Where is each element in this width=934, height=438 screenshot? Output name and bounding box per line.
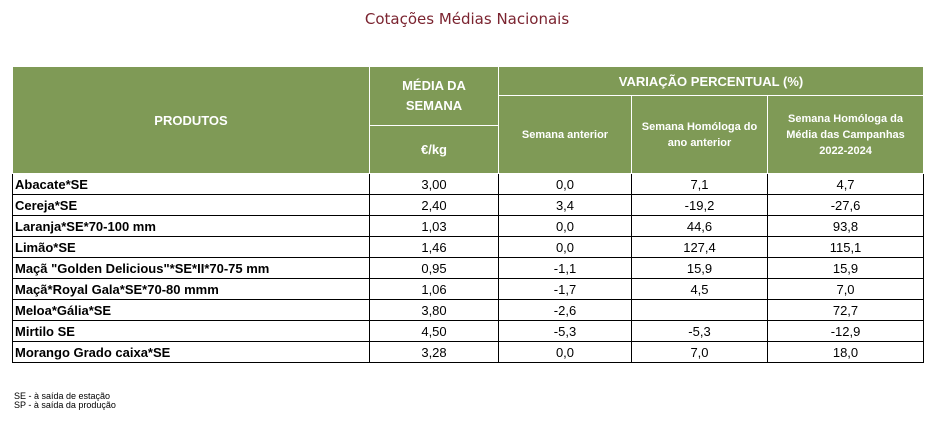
cell-produto: Cereja*SE xyxy=(12,194,370,216)
cell-homologa: -5,3 xyxy=(631,320,768,342)
cell-campanhas: 18,0 xyxy=(766,341,925,363)
table-row: Maçã*Royal Gala*SE*70-80 mmm 1,06 -1,7 4… xyxy=(12,278,925,300)
cell-produto: Maçã "Golden Delicious"*SE*II*70-75 mm xyxy=(12,257,370,279)
cell-campanhas: 72,7 xyxy=(766,299,925,321)
cell-homologa: 7,0 xyxy=(631,341,768,363)
cell-campanhas: -12,9 xyxy=(766,320,925,342)
footnote-sp: SP - à saída da produção xyxy=(14,400,116,410)
cell-produto: Limão*SE xyxy=(12,236,370,258)
cell-media: 3,28 xyxy=(369,341,499,363)
cell-media: 2,40 xyxy=(369,194,499,216)
cell-anterior: 3,4 xyxy=(498,194,632,216)
table-row: Maçã "Golden Delicious"*SE*II*70-75 mm 0… xyxy=(12,257,925,279)
header-unit: €/kg xyxy=(369,125,499,174)
table-row: Limão*SE 1,46 0,0 127,4 115,1 xyxy=(12,236,925,258)
cell-campanhas: 15,9 xyxy=(766,257,925,279)
cell-homologa: 44,6 xyxy=(631,215,768,237)
table-row: Meloa*Gália*SE 3,80 -2,6 72,7 xyxy=(12,299,925,321)
cell-media: 1,06 xyxy=(369,278,499,300)
cell-homologa: 7,1 xyxy=(631,173,768,195)
header-semana-homologa-campanhas: Semana Homóloga da Média das Campanhas 2… xyxy=(766,95,925,174)
cell-media: 3,80 xyxy=(369,299,499,321)
header-semana-anterior: Semana anterior xyxy=(498,95,632,174)
cell-homologa: 15,9 xyxy=(631,257,768,279)
cell-homologa: 4,5 xyxy=(631,278,768,300)
header-variacao: VARIAÇÃO PERCENTUAL (%) xyxy=(497,66,925,96)
cell-produto: Abacate*SE xyxy=(12,173,370,195)
cell-produto: Morango Grado caixa*SE xyxy=(12,341,370,363)
cell-anterior: -1,7 xyxy=(498,278,632,300)
cell-homologa: -19,2 xyxy=(631,194,768,216)
table-row: Cereja*SE 2,40 3,4 -19,2 -27,6 xyxy=(12,194,925,216)
cell-produto: Laranja*SE*70-100 mm xyxy=(12,215,370,237)
cell-campanhas: 93,8 xyxy=(766,215,925,237)
page-title: Cotações Médias Nacionais xyxy=(364,10,570,28)
table-row: Abacate*SE 3,00 0,0 7,1 4,7 xyxy=(12,173,925,195)
cell-produto: Meloa*Gália*SE xyxy=(12,299,370,321)
cell-media: 1,03 xyxy=(369,215,499,237)
cell-homologa: 127,4 xyxy=(631,236,768,258)
table-row: Laranja*SE*70-100 mm 1,03 0,0 44,6 93,8 xyxy=(12,215,925,237)
footnote-se: SE - à saída de estação xyxy=(14,391,111,401)
cell-anterior: -5,3 xyxy=(498,320,632,342)
cell-media: 1,46 xyxy=(369,236,499,258)
cell-media: 4,50 xyxy=(369,320,499,342)
header-semana-homologa: Semana Homóloga do ano anterior xyxy=(631,95,768,174)
cell-campanhas: -27,6 xyxy=(766,194,925,216)
cell-anterior: 0,0 xyxy=(498,341,632,363)
cell-campanhas: 115,1 xyxy=(766,236,925,258)
cell-media: 3,00 xyxy=(369,173,499,195)
header-media-semana: MÉDIA DA SEMANA xyxy=(369,66,499,126)
cell-anterior: 0,0 xyxy=(498,173,632,195)
header-produtos: PRODUTOS xyxy=(12,66,370,174)
prices-table: PRODUTOS MÉDIA DA SEMANA VARIAÇÃO PERCEN… xyxy=(12,66,925,363)
cell-anterior: 0,0 xyxy=(498,236,632,258)
cell-campanhas: 4,7 xyxy=(766,173,925,195)
cell-anterior: 0,0 xyxy=(498,215,632,237)
table-row: Mirtilo SE 4,50 -5,3 -5,3 -12,9 xyxy=(12,320,925,342)
cell-media: 0,95 xyxy=(369,257,499,279)
cell-homologa xyxy=(631,299,768,321)
cell-campanhas: 7,0 xyxy=(766,278,925,300)
cell-produto: Maçã*Royal Gala*SE*70-80 mmm xyxy=(12,278,370,300)
cell-anterior: -1,1 xyxy=(498,257,632,279)
cell-anterior: -2,6 xyxy=(498,299,632,321)
table-row: Morango Grado caixa*SE 3,28 0,0 7,0 18,0 xyxy=(12,341,925,363)
cell-produto: Mirtilo SE xyxy=(12,320,370,342)
